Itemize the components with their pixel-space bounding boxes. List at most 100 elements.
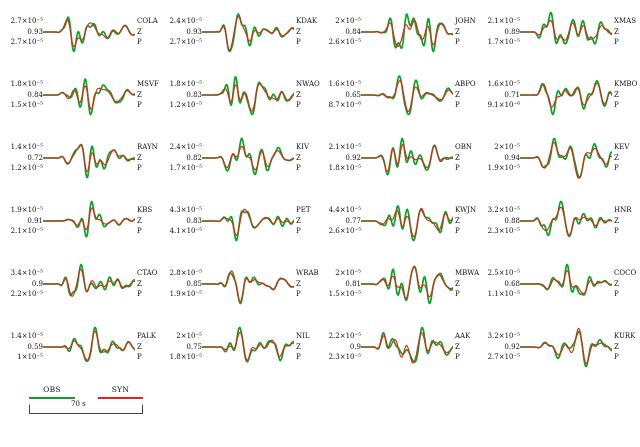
seismogram-cell-nwao: 1.8×10⁻⁵ 0.83 1.2×10⁻⁵ NWAO Z P — [160, 66, 320, 124]
right-labels: KDAK Z P — [294, 16, 318, 48]
obs-amplitude-label: 2.7×10⁻⁵ — [10, 17, 43, 26]
phase-label: P — [455, 353, 460, 362]
cc-value-label: 0.85 — [186, 279, 202, 288]
seismogram-cell-hnr: 3.2×10⁻⁵ 0.88 2.3×10⁻⁵ HNR Z P — [478, 192, 636, 250]
obs-amplitude-label: 2.4×10⁻⁵ — [169, 17, 202, 26]
phase-label: P — [137, 290, 142, 299]
seismogram-cell-kmbo: 1.6×10⁻⁵ 0.71 9.1×10⁻⁶ KMBO Z P — [478, 66, 637, 124]
right-labels: KMBO Z P — [612, 79, 637, 111]
legend-syn-line — [98, 397, 143, 399]
seismogram-cell-kwjn: 4.4×10⁻⁵ 0.77 2.6×10⁻⁵ KWJN Z P — [319, 192, 477, 250]
cc-value-label: 0.88 — [504, 216, 520, 225]
component-label: Z — [455, 27, 460, 36]
station-code-label: CTAO — [137, 269, 158, 278]
waveform-plot-coco — [520, 263, 612, 296]
left-values: 1.4×10⁻⁵ 0.59 1×10⁻⁵ — [1, 331, 43, 363]
left-values: 1.6×10⁻⁵ 0.71 9.1×10⁻⁶ — [478, 79, 520, 111]
waveform-plot-nwao — [202, 76, 294, 116]
component-label: Z — [137, 90, 142, 99]
syn-amplitude-label: 2.3×10⁻⁵ — [487, 227, 520, 236]
seismogram-cell-pet: 4.3×10⁻⁵ 0.83 4.1×10⁻⁵ PET Z P — [160, 192, 318, 250]
cc-value-label: 0.77 — [345, 216, 361, 225]
station-code-label: RAYN — [137, 143, 158, 152]
station-code-label: KIV — [296, 143, 310, 152]
component-label: Z — [614, 153, 619, 162]
obs-amplitude-label: 1.9×10⁻⁵ — [10, 206, 43, 215]
station-code-label: NIL — [296, 332, 310, 341]
cc-value-label: 0.92 — [345, 153, 361, 162]
station-code-label: COLA — [137, 17, 158, 26]
syn-amplitude-label: 2.7×10⁻⁵ — [169, 38, 202, 47]
obs-amplitude-label: 2.1×10⁻⁵ — [487, 17, 520, 26]
station-code-label: PET — [296, 206, 311, 215]
cc-value-label: 0.68 — [504, 279, 520, 288]
syn-amplitude-label: 1.2×10⁻⁵ — [10, 164, 43, 173]
phase-label: P — [137, 227, 142, 236]
station-code-label: HNR — [614, 206, 632, 215]
component-label: Z — [296, 153, 301, 162]
waveform-plot-kbs — [43, 200, 135, 238]
seismogram-cell-kev: 2×10⁻⁵ 0.94 1.9×10⁻⁵ KEV Z P — [478, 129, 636, 187]
station-code-label: KDAK — [296, 17, 318, 26]
station-code-label: WRAB — [296, 269, 319, 278]
waveform-plot-wrab — [202, 270, 294, 305]
seismogram-cell-xmas: 2.1×10⁻⁵ 0.89 1.7×10⁻⁵ XMAS Z P — [478, 3, 636, 61]
seismogram-cell-kdak: 2.4×10⁻⁵ 0.93 2.7×10⁻⁵ KDAK Z P — [160, 3, 318, 61]
component-label: Z — [455, 153, 460, 162]
cc-value-label: 0.89 — [504, 27, 520, 36]
syn-amplitude-label: 1.7×10⁻⁵ — [487, 38, 520, 47]
right-labels: KWJN Z P — [453, 205, 477, 237]
obs-amplitude-label: 1.8×10⁻⁵ — [169, 80, 202, 89]
seismogram-cell-abpo: 1.6×10⁻⁵ 0.65 8.7×10⁻⁶ ABPO Z P — [319, 66, 477, 124]
obs-amplitude-label: 1.4×10⁻⁵ — [10, 143, 43, 152]
obs-amplitude-label: 2×10⁻⁵ — [335, 17, 361, 26]
phase-label: P — [296, 353, 301, 362]
phase-label: P — [614, 227, 619, 236]
seismogram-cell-john: 2×10⁻⁵ 0.84 2.6×10⁻⁵ JOHN Z P — [319, 3, 477, 61]
phase-label: P — [137, 38, 142, 47]
left-values: 4.3×10⁻⁵ 0.83 4.1×10⁻⁵ — [160, 205, 202, 237]
left-values: 2×10⁻⁵ 0.75 1.8×10⁻⁵ — [160, 331, 202, 363]
syn-amplitude-label: 1.8×10⁻⁵ — [328, 164, 361, 173]
right-labels: COLA Z P — [135, 16, 159, 48]
phase-label: P — [137, 164, 142, 173]
station-code-label: PALK — [137, 332, 157, 341]
syn-amplitude-label: 1.1×10⁻⁵ — [487, 290, 520, 299]
waveform-plot-kdak — [202, 13, 294, 53]
left-values: 2.1×10⁻⁵ 0.92 1.8×10⁻⁵ — [319, 142, 361, 174]
right-labels: JOHN Z P — [453, 16, 477, 48]
seismogram-cell-nil: 2×10⁻⁵ 0.75 1.8×10⁻⁵ NIL Z P — [160, 318, 318, 376]
syn-amplitude-label: 1.5×10⁻⁵ — [328, 290, 361, 299]
waveform-plot-hnr — [520, 200, 612, 238]
waveform-plot-mbwa — [361, 265, 453, 305]
syn-amplitude-label: 2.2×10⁻⁵ — [10, 290, 43, 299]
station-code-label: MSVF — [137, 80, 159, 89]
station-code-label: AAK — [455, 332, 471, 341]
waveform-plot-ctao — [43, 263, 135, 297]
component-label: Z — [137, 279, 142, 288]
station-code-label: KWJN — [455, 206, 477, 215]
waveform-plot-pet — [202, 208, 294, 242]
legend-syn-label: SYN — [111, 385, 130, 394]
syn-amplitude-label: 2.6×10⁻⁵ — [328, 38, 361, 47]
left-values: 3.2×10⁻⁵ 0.92 2.7×10⁻⁵ — [478, 331, 520, 363]
obs-amplitude-label: 1.8×10⁻⁵ — [10, 80, 43, 89]
waveform-plot-msvf — [43, 78, 135, 116]
waveform-plot-john — [361, 13, 453, 53]
obs-amplitude-label: 2.5×10⁻⁵ — [487, 269, 520, 278]
component-label: Z — [137, 216, 142, 225]
right-labels: AAK Z P — [453, 331, 477, 363]
right-labels: PALK Z P — [135, 331, 159, 363]
right-labels: KIV Z P — [294, 142, 318, 174]
left-values: 2×10⁻⁵ 0.94 1.9×10⁻⁵ — [478, 142, 520, 174]
right-labels: KEV Z P — [612, 142, 636, 174]
component-label: Z — [455, 216, 460, 225]
waveform-plot-rayn — [43, 143, 135, 179]
cc-value-label: 0.71 — [504, 90, 520, 99]
obs-amplitude-label: 3.2×10⁻⁵ — [487, 332, 520, 341]
waveform-plot-kurk — [520, 327, 612, 368]
phase-label: P — [455, 101, 460, 110]
component-label: Z — [614, 90, 619, 99]
component-label: Z — [296, 279, 301, 288]
